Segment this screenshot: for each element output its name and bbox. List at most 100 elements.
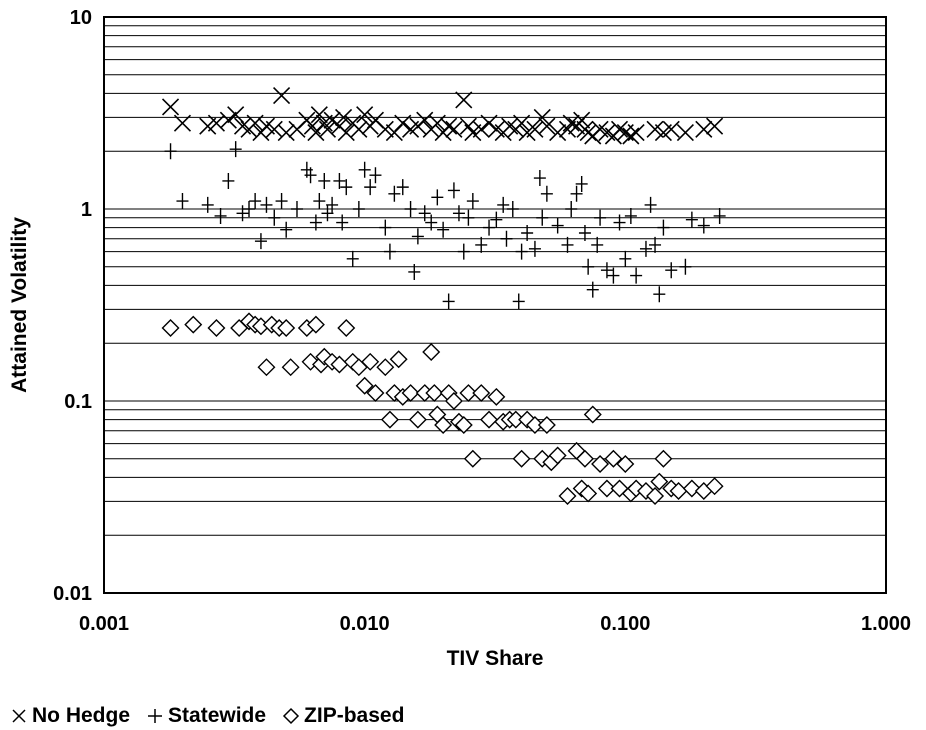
point-zip-based [487,387,506,406]
y-tick-label: 0.1 [64,391,92,413]
point-statewide [379,219,392,236]
point-no-hedge [335,108,353,126]
point-statewide [630,267,643,284]
point-statewide [383,243,396,260]
point-zip-based [480,410,499,429]
point-statewide [515,243,528,260]
point-zip-based [525,415,544,434]
point-statewide [578,224,591,241]
point-statewide [607,267,620,284]
point-statewide [333,172,346,189]
point-statewide [536,209,549,226]
point-no-hedge [227,106,245,124]
point-statewide [280,221,293,238]
point-statewide [336,214,349,231]
point-no-hedge [573,111,591,129]
point-statewide [442,293,455,310]
y-tick-label: 1 [81,199,92,221]
legend-label: ZIP-based [304,704,405,727]
legend: No Hedge Statewide ZIP-based [10,704,420,728]
point-no-hedge [562,114,580,132]
point-statewide [176,193,189,210]
point-zip-based [646,487,665,506]
point-zip-based [207,319,226,337]
point-no-hedge [273,86,291,105]
point-statewide [600,262,613,279]
grid-lines [104,25,886,536]
point-statewide [475,236,488,253]
point-zip-based [616,454,635,473]
point-statewide [506,201,519,217]
point-statewide [457,243,470,260]
point-zip-based [604,449,623,468]
point-no-hedge [356,106,374,124]
point-zip-based [650,472,669,491]
point-no-hedge [416,111,434,129]
point-zip-based [376,358,395,377]
point-statewide [565,201,578,217]
point-statewide [639,240,652,257]
point-no-hedge [219,111,237,129]
point-no-hedge [627,124,645,142]
point-statewide [594,209,607,226]
point-zip-based [337,319,356,337]
point-zip-based [389,350,408,369]
x-axis-ticks: 0.001 0.010 0.100 1.000 [79,613,911,635]
point-statewide [268,209,281,226]
plus-marker-icon [148,709,163,723]
point-no-hedge [173,114,192,132]
point-no-hedge [579,124,597,142]
point-no-hedge [706,117,724,135]
point-statewide [222,172,235,189]
x-axis-label: TIV Share [447,647,544,670]
point-zip-based [277,319,296,337]
point-zip-based [472,384,491,403]
x-tick-label: 0.010 [340,613,390,635]
point-zip-based [184,315,203,334]
point-zip-based [257,358,276,377]
point-no-hedge [455,91,473,109]
plot-area-frame [103,16,887,594]
point-no-hedge [538,117,556,135]
point-zip-based [425,384,444,403]
point-statewide [214,207,227,224]
point-statewide [309,214,322,231]
y-tick-label: 10 [70,7,92,29]
point-statewide [528,240,541,257]
y-tick-label: 0.01 [53,583,92,605]
point-no-hedge [428,114,446,132]
x-marker-icon [12,709,26,723]
point-no-hedge [610,120,629,138]
point-statewide [388,185,401,202]
point-statewide [649,236,662,253]
point-zip-based [408,410,427,429]
point-no-hedge [526,120,544,138]
point-statewide [340,179,353,196]
point-no-hedge [265,120,283,138]
point-statewide [591,236,604,253]
point-statewide [201,196,214,213]
point-no-hedge [440,117,458,135]
point-no-hedge [695,120,713,138]
point-zip-based [558,487,577,506]
point-no-hedge [622,127,640,145]
point-zip-based [444,392,463,410]
point-zip-based [434,415,453,434]
point-zip-based [361,352,380,371]
point-statewide [657,219,670,236]
point-no-hedge [549,124,567,142]
point-statewide [644,196,657,213]
point-statewide [561,236,574,253]
point-statewide [685,211,698,228]
point-no-hedge [513,114,531,132]
point-statewide [540,185,553,202]
point-statewide [713,207,726,224]
point-statewide [260,196,273,213]
point-statewide [490,211,503,228]
point-zip-based [654,449,673,468]
point-zip-based [575,449,594,468]
point-statewide [164,143,177,160]
point-zip-based [597,479,616,498]
y-axis-label: Attained Volatility [8,217,31,393]
